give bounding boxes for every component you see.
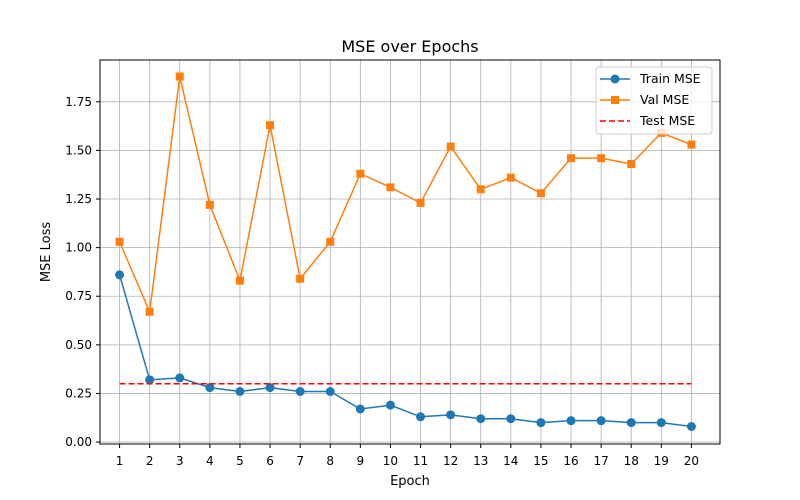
train-mse-point [175, 373, 185, 383]
legend-train-mse-marker [610, 74, 620, 84]
val-mse-point [506, 173, 515, 182]
train-mse-line [118, 274, 692, 428]
train-mse-point [596, 416, 606, 426]
train-mse-point [506, 414, 516, 424]
legend-test-mse-label: Test MSE [639, 113, 695, 128]
x-tick-label: 7 [296, 454, 304, 468]
val-mse-point [266, 121, 275, 130]
legend-frame [595, 66, 713, 135]
x-tick-label: 13 [473, 454, 488, 468]
x-tick-label: 19 [654, 454, 669, 468]
legend-val-mse-label: Val MSE [640, 92, 689, 107]
train-mse-point [566, 416, 576, 426]
train-mse-point [355, 404, 365, 414]
x-tick-label: 12 [443, 454, 458, 468]
x-tick-label: 18 [624, 454, 639, 468]
y-tick-label: 1.00 [65, 241, 92, 255]
val-mse-point [235, 276, 244, 285]
train-mse-point [416, 412, 426, 422]
y-tick-label: 0.50 [65, 338, 92, 352]
x-tick-label: 15 [533, 454, 548, 468]
train-mse-point [385, 400, 395, 410]
train-mse-point [205, 383, 215, 393]
val-mse-point [536, 189, 545, 198]
x-tick-label: 16 [563, 454, 578, 468]
train-mse-point [446, 410, 456, 420]
val-mse-point [386, 183, 395, 192]
legend-entry-test-mse: Test MSE [600, 113, 695, 128]
val-mse-point [205, 200, 214, 209]
y-tick-label: 1.75 [65, 95, 92, 109]
x-tick-label: 10 [383, 454, 398, 468]
val-mse-point [115, 237, 124, 246]
x-tick-label: 17 [593, 454, 608, 468]
y-tick-label: 1.50 [65, 143, 92, 157]
y-tick-label: 0.25 [65, 386, 92, 400]
y-axis-label: MSE Loss [39, 222, 54, 283]
train-mse-point [656, 418, 666, 428]
x-tick-label: 4 [206, 454, 214, 468]
x-tick-label: 6 [266, 454, 274, 468]
x-tick-label: 14 [503, 454, 518, 468]
val-mse-point [296, 274, 305, 283]
train-mse-point [626, 418, 636, 428]
x-tick-label: 5 [236, 454, 244, 468]
val-mse-point [175, 72, 184, 81]
x-tick-label: 3 [176, 454, 184, 468]
y-tick-label: 0.00 [65, 435, 92, 449]
chart-legend: Train MSE Val MSE Test MSE [595, 66, 713, 135]
x-tick-label: 20 [684, 454, 699, 468]
x-tick-label: 11 [413, 454, 428, 468]
plot-area-frame [99, 59, 721, 445]
data-series [115, 72, 696, 432]
legend-entry-val-mse: Val MSE [600, 92, 689, 107]
train-mse-point [686, 422, 696, 432]
val-mse-point [627, 160, 636, 169]
grid-lines [100, 60, 720, 444]
x-tick-label: 1 [116, 454, 124, 468]
train-mse-point [325, 387, 335, 397]
train-mse-point [536, 418, 546, 428]
x-axis-ticks: 1 2 3 4 5 6 7 8 9 10 11 12 13 14 15 16 17 18 19 20 [116, 444, 699, 468]
x-axis-label: Epoch [390, 474, 430, 489]
y-axis-ticks: 0.00 0.25 0.50 0.75 1.00 1.25 1.50 1.75 [65, 95, 100, 449]
val-mse-point [597, 154, 606, 163]
val-mse-point [446, 142, 455, 151]
train-mse-point [145, 375, 155, 385]
chart-title: MSE over Epochs [341, 37, 478, 56]
train-mse-point [476, 414, 486, 424]
train-mse-point [235, 387, 245, 397]
x-tick-label: 9 [357, 454, 365, 468]
x-tick-label: 8 [326, 454, 334, 468]
train-mse-point [295, 387, 305, 397]
legend-entry-train-mse: Train MSE [600, 71, 701, 86]
y-tick-label: 0.75 [65, 289, 92, 303]
val-mse-point [687, 140, 696, 149]
y-tick-label: 1.25 [65, 192, 92, 206]
val-mse-point [567, 154, 576, 163]
train-mse-point [115, 270, 125, 280]
val-mse-point [145, 307, 154, 316]
val-mse-point [326, 237, 335, 246]
legend-train-mse-label: Train MSE [639, 71, 701, 86]
val-mse-point [416, 198, 425, 207]
val-mse-point [356, 169, 365, 178]
val-mse-point [476, 185, 485, 194]
legend-val-mse-marker [611, 96, 619, 104]
val-mse-line [118, 76, 692, 315]
x-tick-label: 2 [146, 454, 154, 468]
train-mse-point [265, 383, 275, 393]
